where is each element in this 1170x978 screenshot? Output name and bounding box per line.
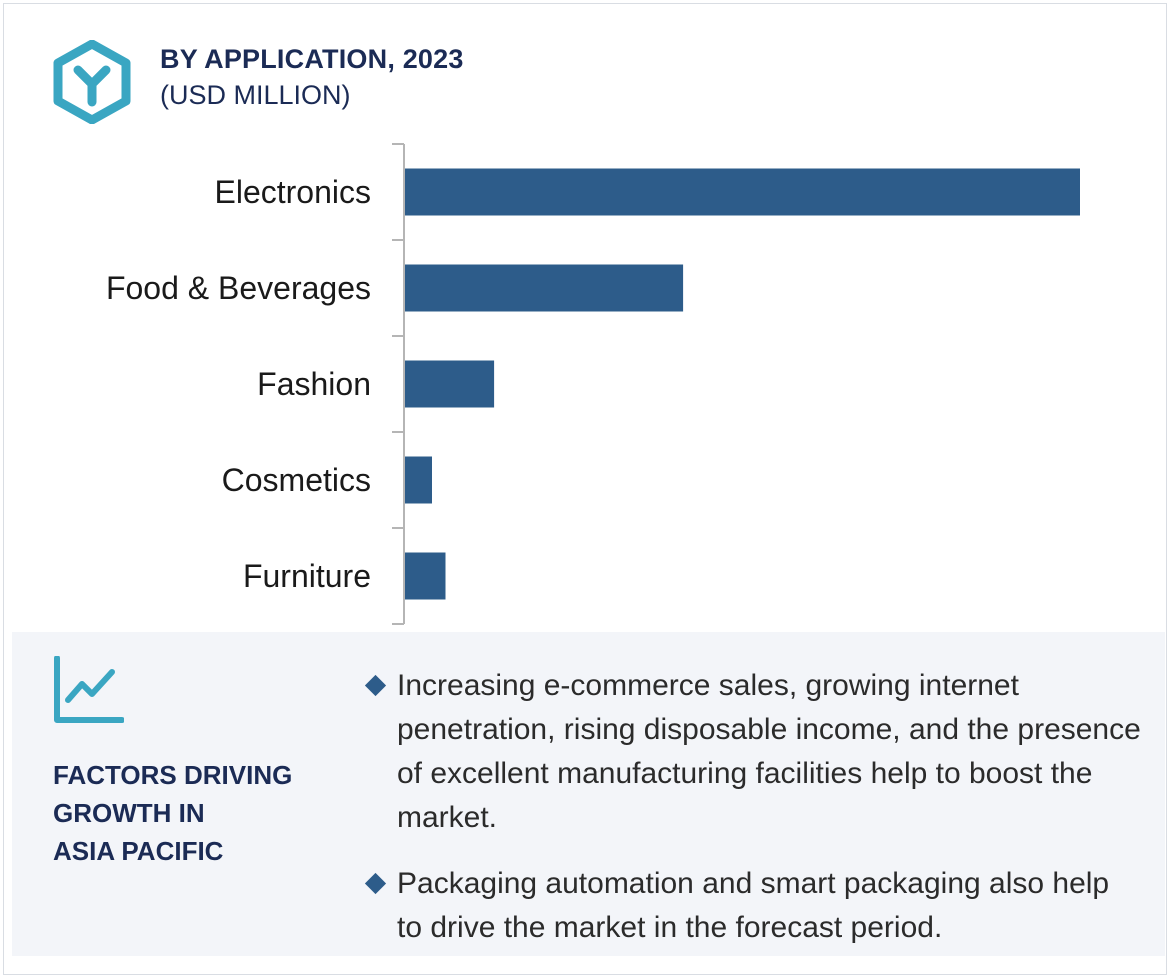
- bar: [405, 264, 684, 312]
- factors-title-line: FACTORS DRIVING: [53, 760, 293, 790]
- chart-subtitle: (USD MILLION): [160, 80, 351, 110]
- bar-chart: Electronics Food & Beverages Fashion Cosmet…: [106, 143, 1080, 625]
- category-labels: Electronics Food & Beverages Fashion Cosmet…: [106, 174, 371, 594]
- factor-bullet: Packaging automation and smart packaging…: [362, 862, 1142, 950]
- category-label: Fashion: [257, 366, 371, 402]
- chart-title: BY APPLICATION, 2023: [160, 44, 464, 74]
- diamond-bullet-icon: [364, 674, 387, 697]
- category-label: Electronics: [215, 174, 372, 210]
- factors-title-line: ASIA PACIFIC: [53, 836, 224, 866]
- diamond-bullet-icon: [364, 872, 387, 895]
- factors-title-line: GROWTH IN: [53, 798, 205, 828]
- bar: [405, 552, 446, 600]
- factors-bullet-list: Increasing e-commerce sales, growing int…: [362, 664, 1142, 972]
- line-chart-icon: [54, 656, 124, 723]
- bar: [405, 456, 432, 504]
- hexagon-logo-icon: [53, 40, 131, 124]
- bar: [405, 168, 1080, 216]
- bars: [405, 168, 1080, 600]
- factor-bullet-text: Increasing e-commerce sales, growing int…: [397, 669, 1141, 834]
- infographic-card: BY APPLICATION, 2023 (USD MILLION) Elect…: [3, 3, 1167, 975]
- factors-title: FACTORS DRIVING GROWTH IN ASIA PACIFIC: [53, 756, 323, 870]
- category-label: Food & Beverages: [106, 270, 371, 306]
- y-axis: [392, 143, 405, 625]
- category-label: Furniture: [243, 558, 371, 594]
- factor-bullet-text: Packaging automation and smart packaging…: [397, 867, 1110, 944]
- factors-panel: FACTORS DRIVING GROWTH IN ASIA PACIFIC I…: [12, 632, 1165, 956]
- factor-bullet: Increasing e-commerce sales, growing int…: [362, 664, 1142, 840]
- bar: [405, 360, 495, 408]
- category-label: Cosmetics: [222, 462, 371, 498]
